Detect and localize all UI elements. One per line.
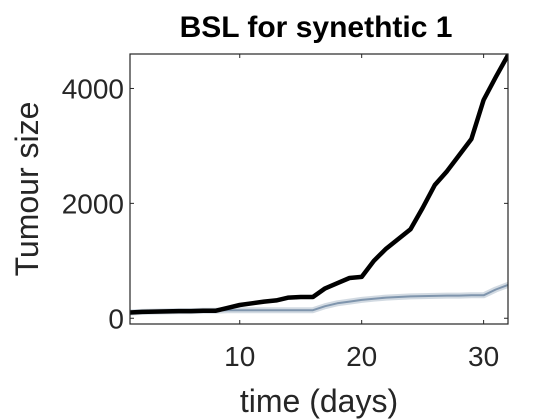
chart-title: BSL for synethtic 1	[180, 11, 453, 44]
y-ticks: 0 2000 4000	[62, 73, 508, 334]
y-tick-label: 2000	[62, 188, 124, 219]
x-axis-label: time (days)	[240, 383, 398, 419]
plot-frame	[129, 53, 509, 325]
series-black-line	[130, 54, 508, 315]
y-tick-label: 4000	[62, 73, 124, 104]
y-tick-label: 0	[108, 303, 124, 334]
plot-area	[130, 54, 508, 316]
x-ticks: 10 20 30	[224, 54, 499, 372]
x-tick-label: 30	[468, 341, 499, 372]
x-tick-label: 20	[346, 341, 377, 372]
x-tick-label: 10	[224, 341, 255, 372]
y-axis-label: Tumour size	[9, 102, 45, 277]
